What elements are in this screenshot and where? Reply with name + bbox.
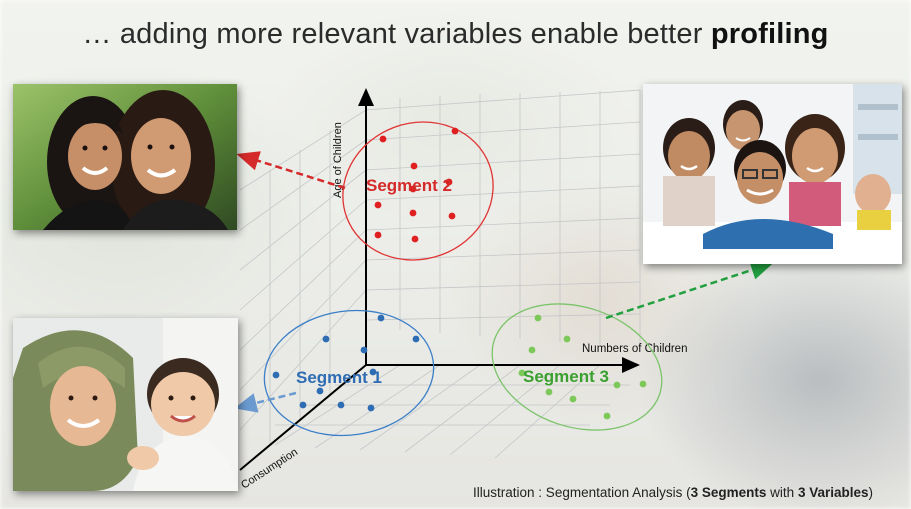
segment-3-point: [613, 381, 621, 389]
axes: [239, 88, 640, 471]
segment-3-points: [518, 314, 647, 420]
segment-3-point: [569, 395, 577, 403]
segment-2-point: [374, 231, 382, 239]
segment-2-point: [409, 209, 417, 217]
segment-2-arrow: [236, 151, 346, 190]
caption-segments-count: 3 Segments: [690, 485, 767, 500]
segment-1-point: [272, 371, 280, 379]
segment-2-point: [410, 162, 418, 170]
segment-1-point: [322, 335, 330, 343]
z-axis-label: Consumption: [239, 446, 300, 491]
x-axis-label: Numbers of Children: [582, 343, 687, 355]
segment-2-point: [411, 235, 419, 243]
perspective-grid: [239, 89, 641, 459]
segment-1-arrow: [234, 391, 297, 413]
segment-3-point: [518, 369, 526, 377]
illustration-caption: Illustration : Segmentation Analysis (3 …: [473, 485, 873, 500]
segment-3-cluster: Segment 3: [491, 303, 663, 431]
y-axis-label: Age of Children: [332, 122, 344, 198]
segment-1-point: [367, 404, 375, 412]
segment-2-label: Segment 2: [366, 176, 452, 195]
page-title: … adding more relevant variables enable …: [0, 18, 911, 51]
segment-2-point: [374, 201, 382, 209]
segment-1-point: [360, 346, 368, 354]
segment-1-point: [299, 401, 307, 409]
mother-baby-photo: [13, 318, 238, 491]
segment-1-label: Segment 1: [296, 368, 382, 387]
segment-1-point: [412, 335, 420, 343]
segment-3-point: [639, 380, 647, 388]
segment-2-point: [448, 212, 456, 220]
caption-variables-count: 3 Variables: [797, 485, 869, 500]
z-axis: [239, 364, 367, 471]
segment-2-point: [445, 178, 453, 186]
family-photo: [643, 84, 902, 264]
segment-3-label: Segment 3: [523, 367, 609, 386]
segment-3-point: [563, 335, 571, 343]
segment-2-cluster: Segment 2: [342, 121, 494, 261]
segment-2-point: [379, 135, 387, 143]
caption-prefix: Illustration : Segmentation Analysis (: [473, 485, 691, 500]
segment-1-point: [337, 401, 345, 409]
segment-2-point: [451, 127, 459, 135]
segment-1-point: [369, 368, 377, 376]
title-prefix: … adding more relevant variables enable …: [82, 18, 703, 50]
segment-3-arrow: [605, 260, 774, 320]
segment-2-point: [409, 185, 417, 193]
segment-1-point: [316, 387, 324, 395]
segment-2-ellipse: [342, 121, 494, 261]
segment-3-point: [545, 388, 553, 396]
segment-1-points: [272, 314, 420, 412]
segment-3-point: [603, 412, 611, 420]
caption-middle: with: [766, 485, 798, 500]
title-emphasis: profiling: [710, 18, 829, 50]
caption-suffix: ): [868, 485, 874, 500]
segment-3-point: [534, 314, 542, 322]
mother-daughter-photo: [13, 84, 237, 230]
segment-3-ellipse: [491, 303, 663, 431]
segment-2-points: [374, 127, 459, 243]
segment-1-cluster: Segment 1: [263, 309, 435, 437]
segment-1-point: [377, 314, 385, 322]
segment-3-point: [528, 346, 536, 354]
segment-1-ellipse: [263, 309, 435, 437]
